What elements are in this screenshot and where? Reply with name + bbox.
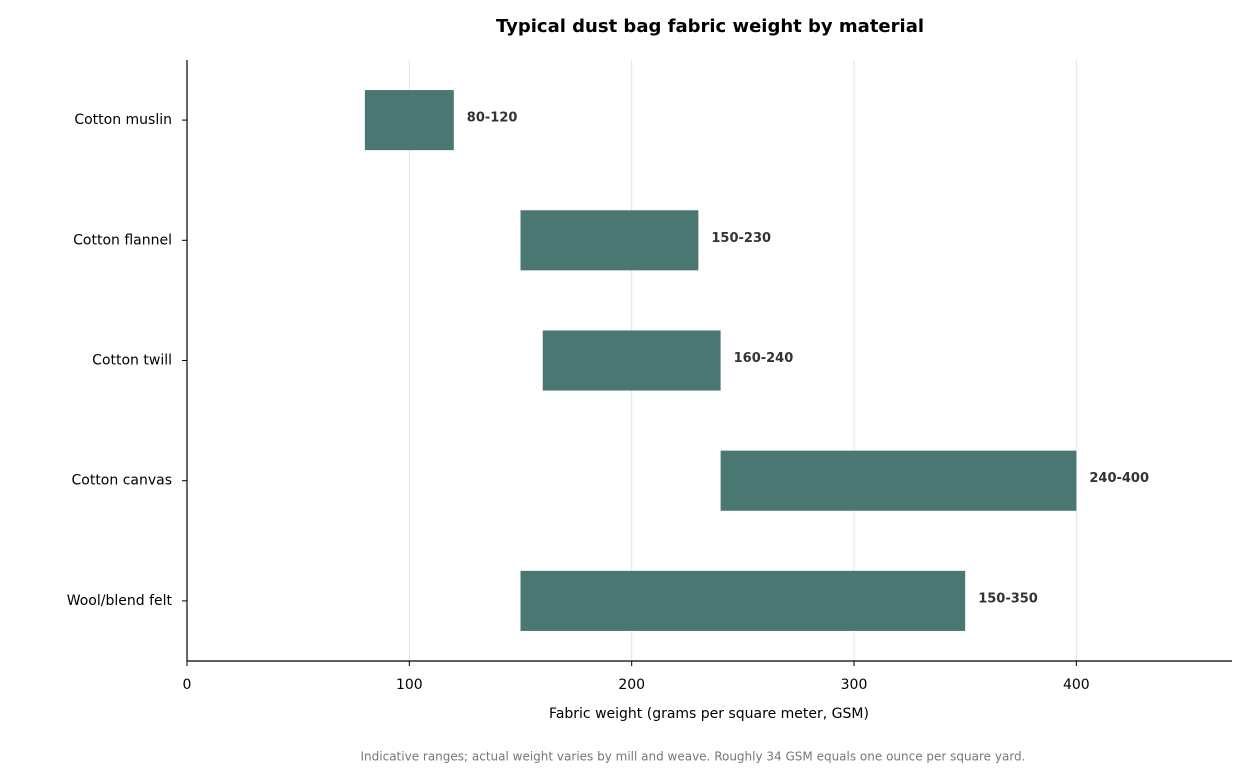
x-tick-label: 0 — [183, 677, 192, 693]
bar — [520, 210, 699, 271]
y-tick-label: Cotton muslin — [74, 112, 172, 128]
bar — [542, 330, 721, 391]
value-label: 80-120 — [467, 111, 518, 126]
bar — [720, 450, 1077, 511]
value-label: 160-240 — [734, 351, 794, 366]
x-tick-label: 400 — [1063, 677, 1090, 693]
x-tick-label: 300 — [841, 677, 868, 693]
value-label: 150-230 — [711, 231, 771, 246]
y-tick-label: Cotton canvas — [71, 473, 172, 489]
x-axis-label: Fabric weight (grams per square meter, G… — [549, 706, 869, 722]
y-tick-label: Wool/blend felt — [67, 593, 173, 609]
bar — [364, 90, 454, 151]
footnote: Indicative ranges; actual weight varies … — [361, 750, 1026, 764]
x-tick-label: 100 — [396, 677, 423, 693]
chart-title: Typical dust bag fabric weight by materi… — [496, 16, 924, 37]
y-tick-label: Cotton flannel — [73, 232, 172, 248]
x-tick-label: 200 — [618, 677, 645, 693]
bar — [520, 570, 966, 631]
y-tick-label: Cotton twill — [92, 353, 172, 369]
value-label: 150-350 — [978, 591, 1038, 606]
value-label: 240-400 — [1089, 471, 1149, 486]
